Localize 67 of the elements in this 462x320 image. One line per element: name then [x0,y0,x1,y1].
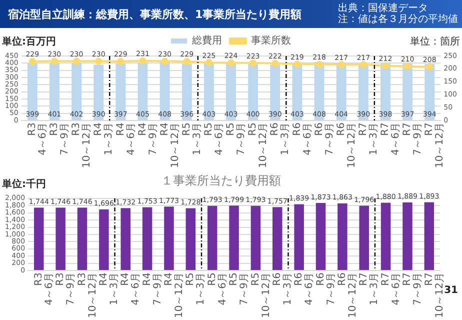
point [205,58,212,66]
x-tick-label: R3 10～12月 [71,122,93,168]
point [426,63,434,70]
point [404,62,412,70]
x-tick-label: R6 1～3月 [272,272,294,306]
x-tick-label: R3 4～6月 [26,122,48,156]
point [228,59,234,66]
x-tick-label: R5 1～3月 [185,272,207,306]
x-tick-label: R5 7～9月 [228,272,250,306]
x-tick-label: R4 4～6月 [115,122,137,156]
point [294,60,301,68]
x-tick-label: R7 10～12月 [424,272,446,318]
text: 31 [444,285,458,296]
x-tick-label: R7 7～9月 [402,122,424,156]
x-tick-label: R6 10～12月 [337,272,359,318]
point [50,58,58,65]
x-tick-label: R4 10～12月 [159,122,181,168]
x-tick-label: R3 7～9月 [49,122,71,156]
x-tick-label: R6 7～9月 [314,122,336,156]
x-tick-label: R7 1～3月 [358,122,380,156]
point [73,58,80,65]
x-tick-label: R6 7～9月 [315,272,337,306]
point [250,59,257,66]
point [382,62,389,70]
x-tick-label: R6 4～6月 [292,122,314,156]
x-tick-label: R6 1～3月 [270,122,292,156]
x-tick-label: R7 7～9月 [402,272,424,306]
x-tick-label: R7 4～6月 [380,122,402,156]
point [316,60,323,68]
point [161,58,168,65]
x-tick-label: R5 7～9月 [226,122,248,156]
point [95,58,102,65]
x-tick-label: R5 4～6月 [206,272,228,306]
point [183,58,190,65]
x-tick-label: R3 10～12月 [76,272,98,318]
legend-label: 事業所数 [251,34,291,47]
x-tick-label: R4 4～6月 [120,272,142,306]
point [338,61,345,68]
point [28,58,36,65]
y2-axis-title: 単位：箇所 [410,36,460,48]
x-tick-label: R5 10～12月 [250,272,272,318]
x-tick-label: R7 10～12月 [424,122,446,168]
point [139,57,146,64]
chart-title: 宿泊型自立訓練：総費用、事業所数、1事業所当たり費用額 [8,6,302,22]
x-tick-label: R4 1～3月 [98,272,120,306]
x-tick-label: R6 10～12月 [336,122,358,168]
x-tick-label: R3 4～6月 [33,272,55,306]
x-tick-label: R4 7～9月 [142,272,164,306]
x-tick-label: R4 1～3月 [93,122,115,156]
x-tick-label: R3 7～9月 [55,272,77,306]
x-tick-label: R4 10～12月 [164,272,186,318]
point [117,58,124,65]
point [360,61,367,68]
x-tick-label: R5 4～6月 [204,122,226,156]
y-axis-title: 単位:百万円 [1,36,56,48]
x-tick-label: R6 4～6月 [294,272,316,306]
chart-title: １事業所当たり費用額 [161,173,281,188]
x-tick-label: R5 10～12月 [248,122,270,168]
point [272,60,279,67]
source-note: 出典：国保連データ [338,3,429,14]
x-tick-label: R5 1～3月 [181,122,203,156]
x-tick-label: R7 4～6月 [380,272,402,306]
text: 注：値は各３月分の平均値 [338,14,458,25]
legend-label: 総費用 [191,34,222,47]
x-tick-label: R7 1～3月 [358,272,380,306]
x-tick-label: R4 7～9月 [137,122,159,156]
y-axis-title: 単位:千円 [1,178,46,190]
